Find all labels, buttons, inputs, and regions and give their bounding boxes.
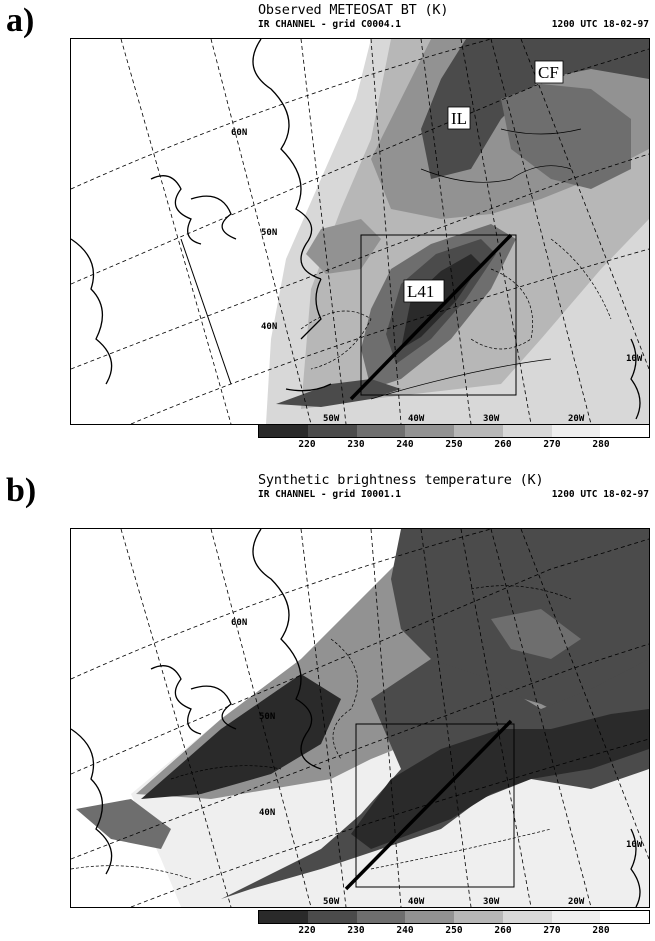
colorbar-segment (454, 425, 503, 437)
contours (71, 585, 572, 880)
colorbar-segment (307, 911, 357, 923)
colorbar-tick: 270 (543, 925, 561, 936)
meridian-line (180, 238, 232, 385)
colorbar-tick: 260 (494, 925, 512, 936)
lon-label: 10W (626, 354, 643, 364)
analysis-box (360, 234, 517, 396)
lon-label: 10W (626, 840, 643, 850)
lon-label: 40W (408, 897, 425, 907)
colorbar-tick: 260 (494, 439, 512, 450)
panel-label: a) (6, 2, 35, 39)
lon-label: 20W (568, 414, 585, 424)
annotation-l41: L41 (407, 282, 434, 301)
contours (300, 128, 612, 400)
colorbar (258, 910, 650, 924)
colorbar-tick: 230 (347, 439, 365, 450)
lon-label: 50W (323, 897, 340, 907)
cloud-field (76, 529, 649, 907)
colorbar-segment (356, 911, 406, 923)
map-datetime: 1200 UTC 18-02-97 (551, 489, 649, 500)
colorbar (258, 424, 650, 438)
colorbar-segment (600, 425, 649, 437)
colorbar-tick: 240 (396, 925, 414, 936)
colorbar-tick: 280 (592, 925, 610, 936)
cross-section-line (344, 719, 513, 891)
analysis-box (355, 723, 515, 888)
panel-a: a) Observed METEOSAT BT (K) IR CHANNEL -… (0, 0, 655, 470)
colorbar-segment (259, 425, 308, 437)
observed-bt-map: 60N 50N 40N 50W 40W 30W 20W 10W CF IL L4… (70, 38, 650, 425)
colorbar-ticks: 220 230 240 250 260 270 280 (258, 925, 650, 939)
colorbar-tick: 220 (298, 439, 316, 450)
lon-label: 20W (568, 897, 585, 907)
lon-label: 30W (483, 414, 500, 424)
coastlines (71, 39, 641, 420)
cross-section-line (349, 233, 513, 401)
colorbar-tick: 280 (592, 439, 610, 450)
panel-label: b) (6, 472, 37, 509)
colorbar-segment (307, 425, 357, 437)
lon-label: 30W (483, 897, 500, 907)
graticule (71, 529, 649, 907)
lon-label: 40W (408, 414, 425, 424)
map-subtitle: IR CHANNEL - grid C0004.1 (258, 19, 401, 30)
colorbar-segment (405, 911, 454, 923)
map-datetime: 1200 UTC 18-02-97 (551, 19, 649, 30)
colorbar-segment (600, 911, 649, 923)
colorbar-tick: 250 (445, 439, 463, 450)
colorbar-segment (551, 425, 601, 437)
colorbar-segment (454, 911, 503, 923)
colorbar-tick: 250 (445, 925, 463, 936)
lat-label: 60N (231, 128, 247, 138)
colorbar-segment (259, 911, 308, 923)
coastlines (71, 529, 641, 907)
lat-label: 40N (259, 808, 275, 818)
annotation-cf: CF (538, 63, 559, 82)
annotation-il: IL (451, 109, 467, 128)
map-title: Observed METEOSAT BT (K) (258, 2, 449, 18)
colorbar-segment (551, 911, 601, 923)
map-title: Synthetic brightness temperature (K) (258, 472, 544, 488)
colorbar-tick: 270 (543, 439, 561, 450)
synthetic-bt-map: 60N 50N 40N 50W 40W 30W 20W 10W (70, 528, 650, 908)
colorbar-tick: 230 (347, 925, 365, 936)
lat-label: 50N (261, 228, 277, 238)
colorbar-ticks: 220 230 240 250 260 270 280 (258, 439, 650, 453)
lat-label: 40N (261, 322, 277, 332)
panel-b: b) Synthetic brightness temperature (K) … (0, 470, 655, 941)
cloud-field (266, 39, 649, 424)
colorbar-segment (502, 911, 552, 923)
lon-label: 50W (323, 414, 340, 424)
lat-label: 50N (259, 712, 275, 722)
map-subtitle: IR CHANNEL - grid I0001.1 (258, 489, 401, 500)
colorbar-tick: 220 (298, 925, 316, 936)
colorbar-segment (356, 425, 406, 437)
colorbar-segment (502, 425, 552, 437)
colorbar-tick: 240 (396, 439, 414, 450)
lat-label: 60N (231, 618, 247, 628)
colorbar-segment (405, 425, 454, 437)
